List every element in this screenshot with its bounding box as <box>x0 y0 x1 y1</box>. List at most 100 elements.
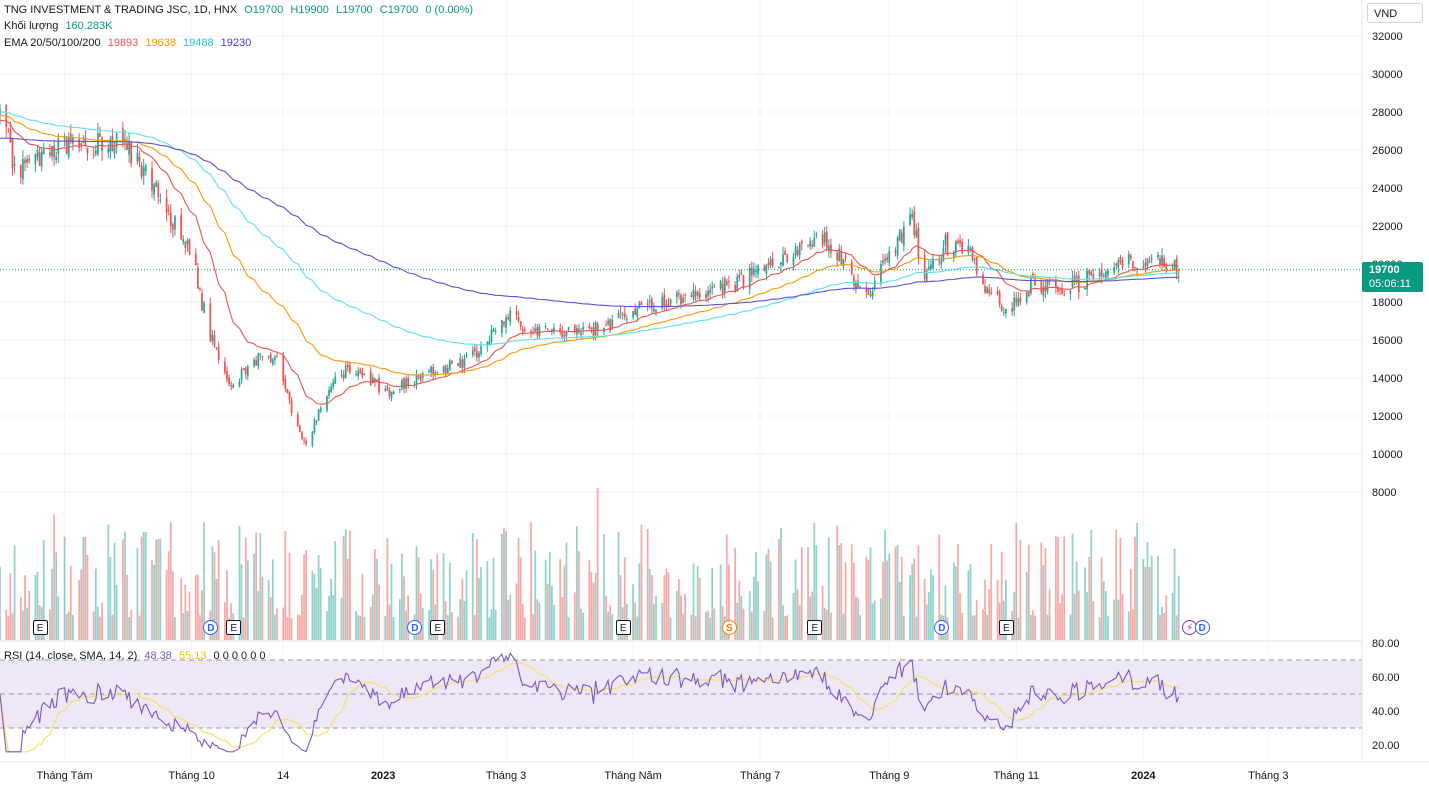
candle-body <box>186 239 189 245</box>
volume-bar <box>459 599 462 640</box>
candle-body <box>53 145 56 158</box>
volume-bar <box>640 524 643 640</box>
candle-body <box>984 285 986 293</box>
candle-body <box>882 260 884 264</box>
rsi-band <box>0 660 1362 728</box>
candle-body <box>211 334 214 342</box>
currency-selector[interactable]: VND <box>1367 3 1423 23</box>
candle-body <box>1098 272 1101 276</box>
volume-bar <box>340 597 343 640</box>
volume-bar <box>930 569 932 640</box>
volume-bar <box>151 560 153 640</box>
volume-bar <box>0 566 1 640</box>
volume-bar <box>663 575 666 640</box>
volume-bar <box>742 608 745 640</box>
candle-body <box>1119 257 1122 263</box>
volume-bar <box>421 607 424 640</box>
earnings-event-marker[interactable]: E <box>226 620 242 635</box>
earnings-event-marker[interactable]: E <box>430 620 446 635</box>
candle-body <box>944 235 947 246</box>
volume-bar <box>94 568 97 640</box>
volume-bar <box>986 614 989 640</box>
candle-body <box>276 356 278 358</box>
candle-body <box>417 376 420 378</box>
volume-bar <box>653 603 655 640</box>
candle-body <box>40 151 43 167</box>
volume-bar <box>1161 607 1163 640</box>
dividend-event-marker[interactable]: D <box>1194 620 1210 635</box>
candle-body <box>130 141 133 164</box>
volume-bar <box>896 544 899 640</box>
volume-bar <box>655 596 657 640</box>
volume-bar <box>348 530 351 640</box>
volume-bar <box>288 552 291 640</box>
candle-body <box>721 283 724 293</box>
rsi-legend: RSI (14, close, SMA, 14, 2) 48.38 55.13 … <box>4 648 270 664</box>
volume-bar <box>1071 533 1074 640</box>
dividend-event-marker[interactable]: D <box>407 620 423 635</box>
earnings-event-marker[interactable]: E <box>32 620 48 635</box>
volume-bar <box>680 595 682 640</box>
volume-bar <box>578 551 580 640</box>
candle-body <box>765 264 768 274</box>
candle-body <box>184 242 187 248</box>
candle-body <box>830 244 832 253</box>
candle-body <box>740 272 743 275</box>
candle-body <box>1015 298 1018 303</box>
candle-body <box>902 226 905 246</box>
volume-bar <box>65 613 68 640</box>
candle-body <box>852 276 855 286</box>
candle-body <box>63 136 66 139</box>
earnings-event-marker[interactable]: E <box>615 620 631 635</box>
candle-body <box>226 371 228 380</box>
candle-body <box>755 270 757 272</box>
volume-bar <box>215 579 218 640</box>
ema20-value: 19893 <box>107 37 139 49</box>
candle-body <box>955 241 957 252</box>
candle-body <box>780 262 782 265</box>
volume-bar <box>690 614 693 640</box>
volume-bar <box>303 554 305 640</box>
candle-body <box>465 356 468 358</box>
high-value: H19900 <box>290 4 329 16</box>
candle-body <box>1027 291 1030 297</box>
candle-body <box>1042 287 1045 296</box>
candle-body <box>213 335 216 347</box>
volume-bar <box>1165 595 1168 640</box>
candle-body <box>1146 258 1149 266</box>
candle-body <box>1000 306 1003 311</box>
candle-body <box>203 303 205 313</box>
candle-body <box>405 378 407 389</box>
candle-body <box>1073 274 1076 281</box>
candle-body <box>49 152 51 156</box>
candle-body <box>675 292 678 298</box>
earnings-event-marker[interactable]: E <box>998 620 1014 635</box>
candle-body <box>725 281 728 285</box>
earnings-event-marker[interactable]: E <box>807 620 823 635</box>
candle-body <box>546 328 549 330</box>
candle-body <box>625 318 628 320</box>
candle-body <box>663 294 666 306</box>
candle-body <box>971 247 974 260</box>
candle-body <box>734 285 737 293</box>
volume-bar <box>646 528 649 640</box>
dividend-event-marker[interactable]: D <box>934 620 950 635</box>
candle-body <box>1061 288 1063 294</box>
candle-body <box>1077 275 1080 293</box>
volume-bar <box>169 521 172 640</box>
split-event-marker[interactable]: S <box>721 620 737 635</box>
volume-bar <box>548 551 551 640</box>
candle-body <box>167 210 170 212</box>
candle-body <box>655 309 657 312</box>
dividend-event-marker[interactable]: D <box>203 620 219 635</box>
volume-bar <box>1063 536 1066 640</box>
candle-body <box>386 386 389 391</box>
volume-bar <box>634 602 637 640</box>
candle-body <box>1157 254 1159 258</box>
candle-body <box>880 263 882 282</box>
last-price-tag: 19700 05:06:11 <box>1362 262 1423 292</box>
volume-bar <box>967 570 970 640</box>
volume-bar <box>711 567 714 640</box>
candle-body <box>998 291 1001 305</box>
